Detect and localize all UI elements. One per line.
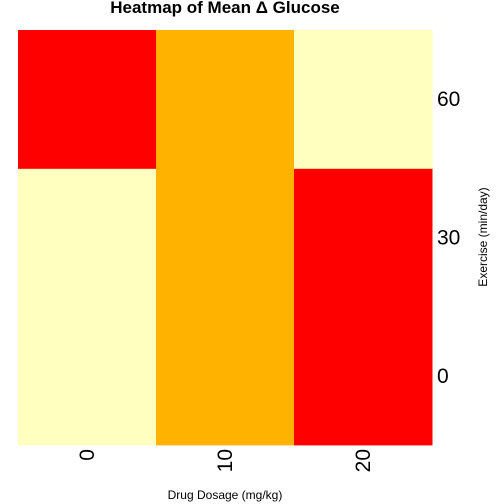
x-axis-label: Drug Dosage (mg/kg)	[168, 488, 283, 502]
x-tick-label: 10	[214, 449, 237, 472]
heatmap-cell-x0-y30	[18, 168, 157, 308]
x-tick-label: 0	[76, 449, 99, 461]
heatmap-cell-x10-y60	[156, 30, 295, 169]
y-tick-label: 60	[437, 88, 460, 111]
chart-title: Heatmap of Mean Δ Glucose	[110, 0, 340, 17]
y-axis-label: Exercise (min/day)	[476, 187, 490, 286]
x-tick-labels: 0 10 20	[76, 449, 375, 472]
y-tick-label: 0	[437, 365, 449, 388]
y-tick-label: 30	[437, 226, 460, 249]
heatmap-cell-x20-y30	[294, 168, 433, 308]
heatmap-cell-x0-y60	[18, 30, 157, 169]
y-tick-labels: 0 30 60	[437, 88, 460, 388]
heatmap-cell-x0-y0	[18, 306, 157, 446]
heatmap-cell-x20-y0	[294, 306, 433, 446]
heatmap-cell-x20-y60	[294, 30, 433, 169]
heatmap-cell-x10-y0	[156, 306, 295, 446]
x-tick-label: 20	[352, 449, 375, 472]
heatmap-cell-x10-y30	[156, 168, 295, 308]
heatmap-cells	[18, 30, 433, 446]
